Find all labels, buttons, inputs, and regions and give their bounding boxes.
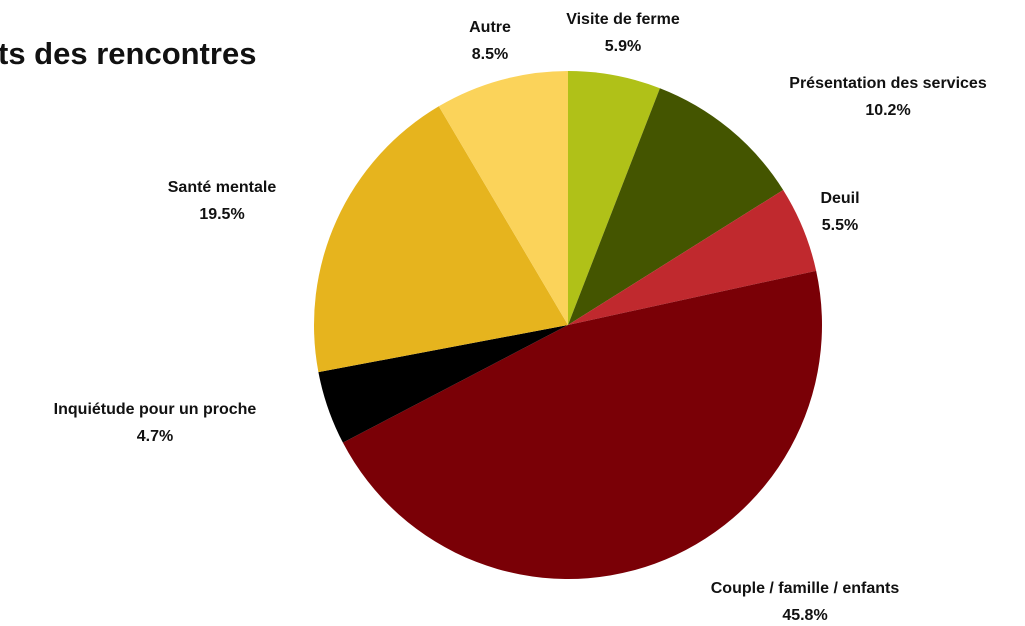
pie-slice	[342, 270, 822, 580]
slice-value-label: 5.5%	[822, 217, 858, 234]
slice-value-label: 45.8%	[782, 607, 827, 624]
slice-value-label: 10.2%	[865, 102, 910, 119]
slice-label: Santé mentale	[168, 179, 277, 196]
pie-slice	[438, 71, 568, 325]
slice-value-label: 19.5%	[199, 206, 244, 223]
slice-label: Couple / famille / enfants	[711, 580, 900, 597]
pie-slice	[568, 88, 784, 325]
pie-slice	[568, 190, 817, 325]
slice-label: Visite de ferme	[566, 11, 680, 28]
pie-slice	[568, 71, 660, 325]
pie-slice	[318, 325, 568, 443]
slice-label: Autre	[469, 19, 511, 36]
pie-slice	[313, 106, 568, 373]
slice-label: Deuil	[820, 190, 859, 207]
slice-value-label: 4.7%	[137, 428, 173, 445]
slice-value-label: 8.5%	[472, 46, 508, 63]
slice-label: Présentation des services	[789, 75, 987, 92]
slice-value-label: 5.9%	[605, 38, 641, 55]
slice-label: Inquiétude pour un proche	[54, 401, 257, 418]
chart-title: ts des rencontres	[0, 36, 256, 71]
